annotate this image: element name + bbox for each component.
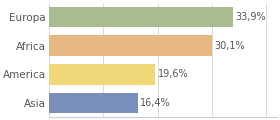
Bar	[49, 93, 138, 113]
Text: 33,9%: 33,9%	[235, 12, 266, 22]
Text: 16,4%: 16,4%	[140, 98, 171, 108]
Bar	[49, 64, 155, 85]
Bar	[49, 7, 233, 27]
Bar	[49, 35, 213, 56]
Text: 19,6%: 19,6%	[158, 69, 188, 79]
Text: 30,1%: 30,1%	[215, 41, 245, 51]
